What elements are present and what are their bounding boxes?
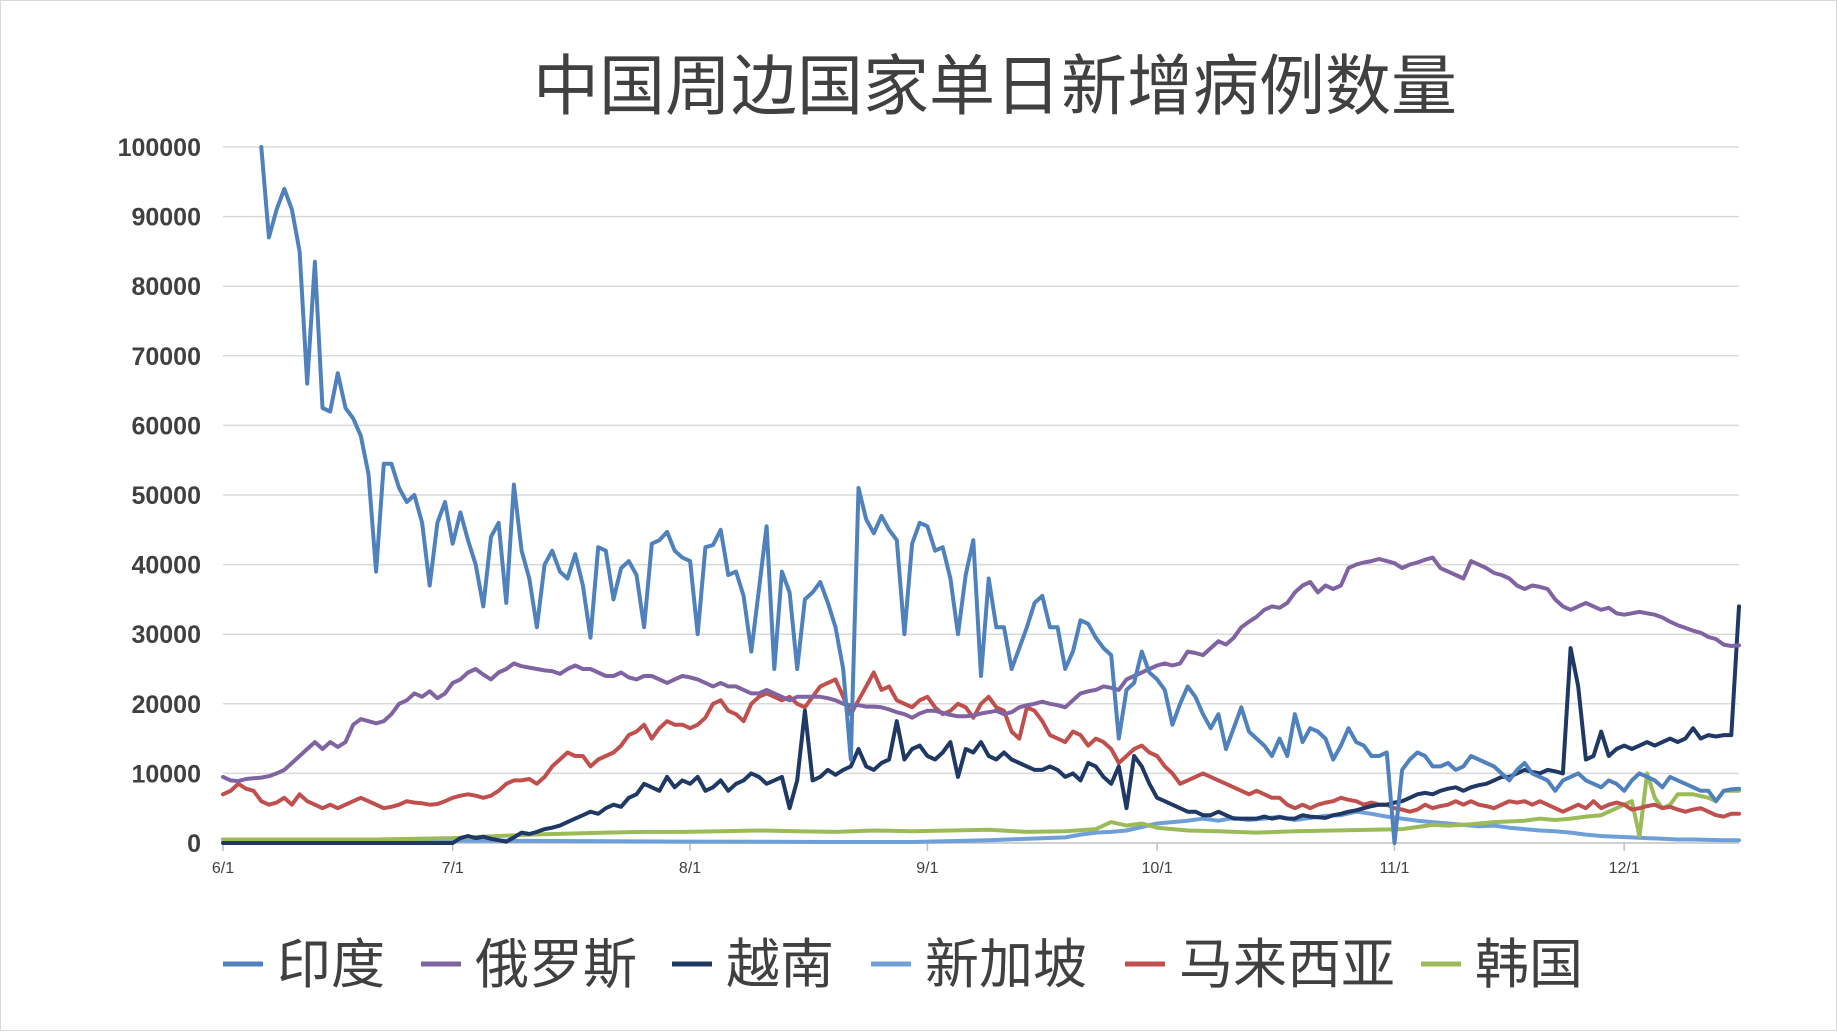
y-tick-label: 50000 — [131, 482, 201, 510]
legend-label: 新加坡 — [925, 933, 1087, 996]
legend-item: 俄罗斯 — [421, 933, 637, 996]
legend-item: 韩国 — [1421, 933, 1583, 996]
x-axis-ticks: 6/1 7/1 8/1 9/1 10/1 11/1 12/1 — [212, 843, 1640, 877]
y-tick-label: 0 — [187, 830, 201, 858]
legend-item: 印度 — [223, 933, 385, 996]
x-tick-label: 11/1 — [1379, 860, 1409, 877]
x-tick-label: 10/1 — [1142, 860, 1173, 877]
legend-label: 韩国 — [1475, 933, 1583, 996]
gridlines — [223, 146, 1739, 844]
x-tick-label: 12/1 — [1609, 860, 1640, 877]
y-tick-label: 40000 — [131, 552, 201, 580]
legend-item: 马来西亚 — [1125, 933, 1395, 996]
series-lines — [221, 145, 1741, 845]
y-tick-label: 100000 — [118, 134, 201, 162]
y-tick-label: 70000 — [131, 343, 201, 371]
legend-label: 马来西亚 — [1179, 933, 1395, 996]
series-line-2 — [221, 604, 1741, 845]
x-tick-label: 9/1 — [916, 860, 938, 877]
legend-label: 印度 — [277, 933, 385, 996]
series-line-0 — [259, 145, 1741, 845]
legend: 印度 俄罗斯 越南 新加坡 马来西亚 韩国 — [223, 933, 1583, 996]
x-tick-label: 7/1 — [442, 860, 464, 877]
series-line-5 — [221, 771, 1741, 842]
y-tick-label: 60000 — [131, 412, 201, 440]
y-tick-label: 30000 — [131, 621, 201, 649]
y-tick-label: 80000 — [131, 273, 201, 301]
legend-item: 越南 — [672, 933, 834, 996]
x-tick-label: 6/1 — [212, 860, 234, 877]
legend-item: 新加坡 — [871, 933, 1087, 996]
y-tick-label: 20000 — [131, 691, 201, 719]
x-tick-label: 8/1 — [679, 860, 701, 877]
legend-label: 越南 — [726, 933, 834, 996]
y-tick-label: 10000 — [131, 760, 201, 788]
y-tick-label: 90000 — [131, 204, 201, 232]
legend-label: 俄罗斯 — [475, 933, 637, 996]
series-line-1 — [221, 555, 1741, 784]
series-line-4 — [221, 670, 1741, 819]
y-axis-ticks: 0 10000 20000 30000 40000 50000 60000 70000 8000… — [118, 134, 201, 858]
chart-title: 中国周边国家单日新增病例数量 — [533, 48, 1457, 125]
